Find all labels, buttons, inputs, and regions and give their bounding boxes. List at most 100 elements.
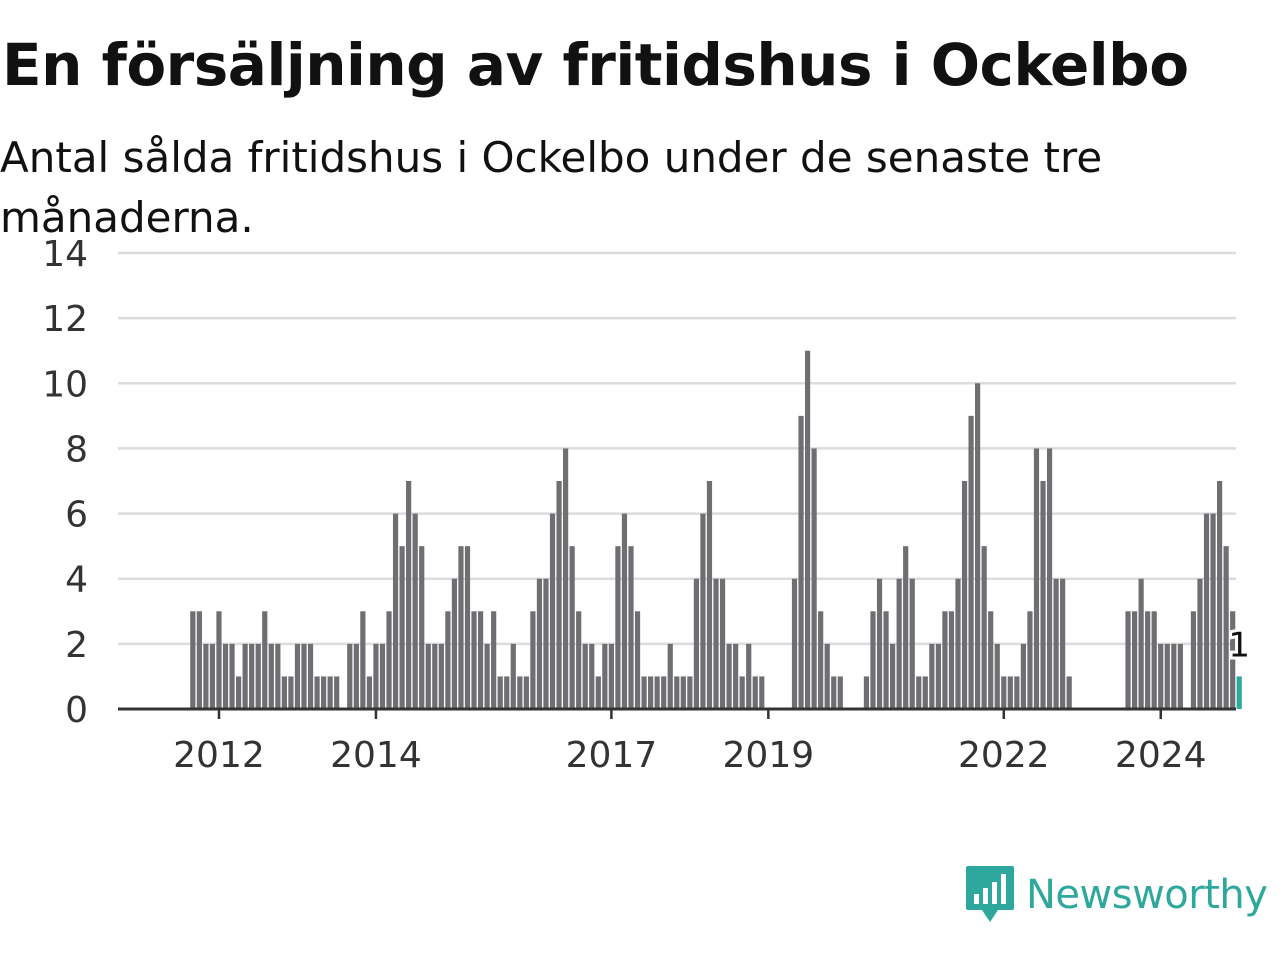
bar	[589, 643, 595, 709]
bar	[262, 611, 268, 709]
bar	[746, 643, 752, 709]
bar	[314, 676, 320, 709]
bar	[471, 611, 477, 709]
bar	[203, 643, 209, 709]
bar	[661, 676, 667, 709]
bar	[602, 643, 608, 709]
bar	[216, 611, 222, 709]
bar	[948, 611, 955, 709]
bar	[406, 481, 412, 709]
brand-name: Newsworthy	[1026, 872, 1268, 918]
bar	[392, 513, 399, 709]
bar	[438, 643, 444, 709]
bar	[1164, 643, 1170, 709]
bar	[530, 611, 536, 709]
bar	[445, 611, 451, 709]
bar	[504, 676, 510, 709]
bar	[1158, 643, 1164, 709]
bar	[654, 676, 660, 709]
bar	[190, 611, 196, 709]
bar	[693, 578, 699, 709]
bar	[451, 578, 458, 709]
bar	[360, 611, 366, 709]
bar	[988, 611, 994, 709]
x-tick-label: 2014	[330, 735, 422, 776]
bar	[275, 643, 281, 709]
bar	[347, 643, 353, 709]
bar	[549, 513, 556, 709]
bar	[935, 643, 941, 709]
bar	[1217, 481, 1223, 709]
bar	[831, 676, 837, 709]
bar	[301, 643, 307, 709]
bar	[824, 643, 830, 709]
bar	[1138, 578, 1144, 709]
bar	[1053, 578, 1059, 709]
bar	[209, 643, 216, 709]
bar	[236, 676, 242, 709]
bar	[523, 676, 529, 709]
bar	[1230, 611, 1236, 709]
bar	[1210, 513, 1216, 709]
bar	[733, 643, 739, 709]
bar	[680, 676, 686, 709]
bar-chart: 0 2 4 6 8 10 12 14 1 2012 2014 2017 2019 2022 2024	[42, 234, 1251, 776]
y-tick-label: 0	[65, 690, 88, 731]
bar	[1007, 676, 1013, 709]
y-tick-label: 8	[65, 429, 88, 470]
bar	[294, 643, 301, 709]
bar	[981, 546, 987, 709]
bar	[327, 676, 333, 709]
bar	[1027, 611, 1033, 709]
bar	[268, 643, 274, 709]
bar	[242, 643, 248, 709]
bar	[961, 481, 968, 709]
bar	[648, 676, 654, 709]
bar	[719, 578, 726, 709]
bar	[334, 676, 340, 709]
bar	[791, 578, 798, 709]
bar	[582, 643, 588, 709]
bar	[1197, 578, 1203, 709]
bar	[883, 611, 889, 709]
bar	[563, 448, 569, 709]
bar	[517, 676, 523, 709]
bar	[608, 643, 614, 709]
bar	[994, 643, 1000, 709]
bar	[674, 676, 680, 709]
bar	[1131, 611, 1138, 709]
x-tick-label: 2012	[173, 735, 265, 776]
bar	[759, 676, 765, 709]
bar	[366, 676, 372, 709]
bar	[419, 546, 425, 709]
bar	[1060, 578, 1066, 709]
bar	[353, 643, 359, 709]
bar	[222, 643, 229, 709]
bar	[955, 578, 961, 709]
bar	[1033, 448, 1040, 709]
bar	[818, 611, 824, 709]
bar	[1046, 448, 1053, 709]
bar	[628, 546, 634, 709]
bar	[543, 578, 549, 709]
newsworthy-logo: Newsworthy	[964, 864, 1268, 926]
bar	[752, 676, 758, 709]
bar	[798, 415, 804, 709]
bar	[929, 643, 935, 709]
bar	[667, 643, 673, 709]
y-tick-label: 2	[65, 625, 88, 666]
bar	[1066, 676, 1072, 709]
bar	[1203, 513, 1210, 709]
bar	[621, 513, 628, 709]
bar	[556, 481, 562, 709]
bar	[477, 611, 484, 709]
bar	[909, 578, 915, 709]
bar	[1145, 611, 1151, 709]
bar	[641, 676, 647, 709]
bar-chart-speech-icon	[966, 866, 1014, 922]
x-tick-label: 2022	[958, 735, 1050, 776]
bar	[412, 513, 418, 709]
bar	[373, 643, 379, 709]
bar	[399, 546, 405, 709]
bar	[497, 676, 503, 709]
